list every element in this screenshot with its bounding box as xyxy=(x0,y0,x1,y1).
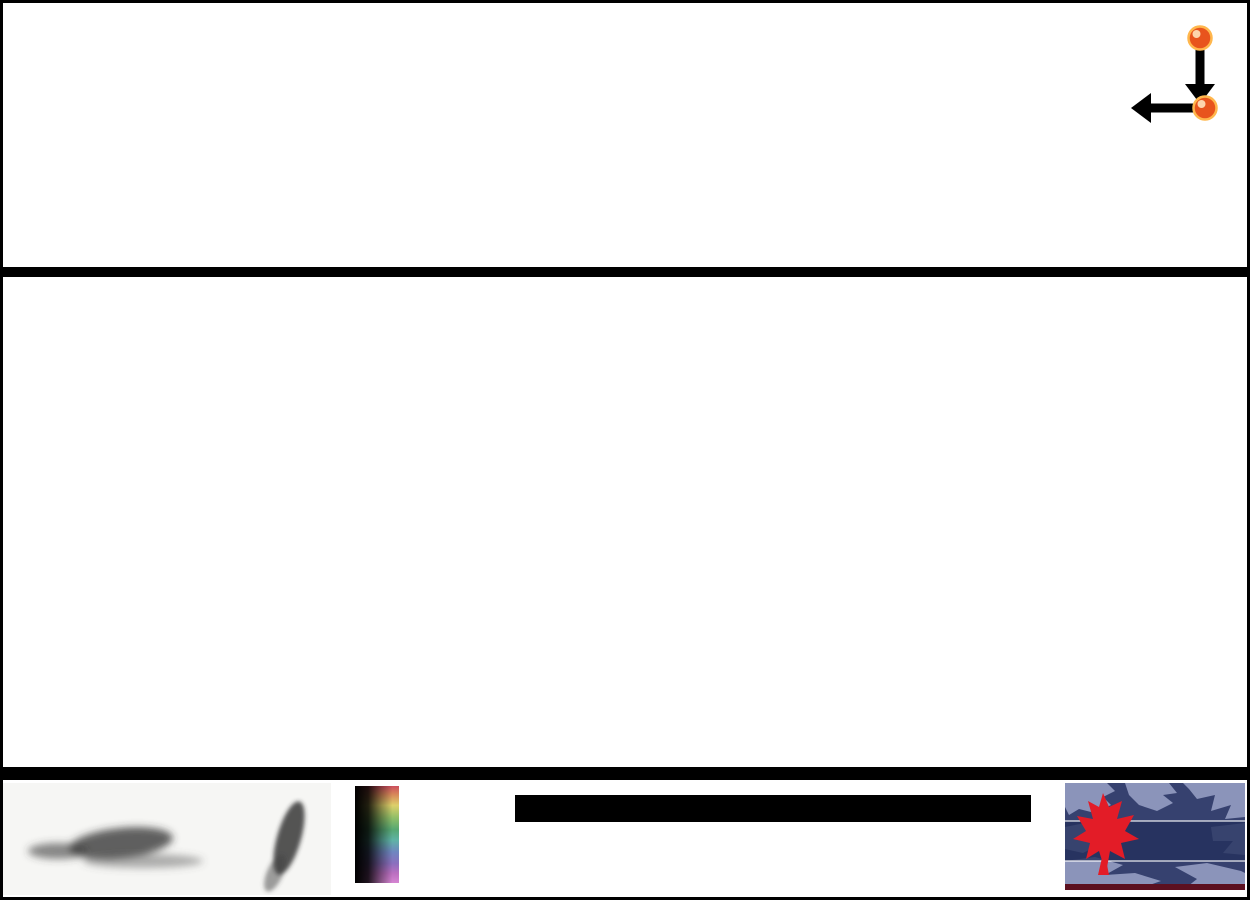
maple-leaf-icon xyxy=(1073,793,1139,875)
arcticnet-logo xyxy=(1065,783,1245,890)
sunburst-icon-arrow-down xyxy=(1185,25,1215,104)
footer xyxy=(3,780,1247,897)
swath-panel-canvas xyxy=(3,4,1247,267)
arrow-head xyxy=(1131,93,1151,123)
echogram-canvas xyxy=(3,277,1247,767)
omg-logo-art xyxy=(28,801,305,892)
seafloor-shadow-right xyxy=(264,801,305,892)
arrow-shaft xyxy=(1148,103,1203,113)
arrow-head xyxy=(1185,84,1215,104)
seafloor-shadow-left xyxy=(28,827,203,868)
panel-divider xyxy=(3,767,1247,780)
omg-logo xyxy=(3,783,331,895)
arctic-map-land xyxy=(1065,783,1245,890)
sunburst-icon-arrow-left xyxy=(1131,93,1218,123)
panel-divider xyxy=(3,267,1247,277)
arrow-shaft xyxy=(1195,48,1205,86)
scale-bar xyxy=(515,795,1031,822)
depth-colorbar xyxy=(355,786,399,883)
